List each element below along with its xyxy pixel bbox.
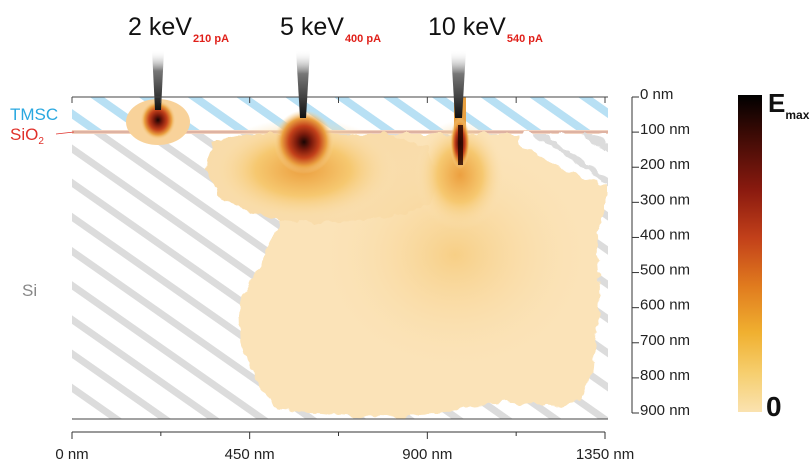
depth-tick-label: 700 nm: [640, 332, 690, 349]
volume-10kev-plume: [415, 120, 505, 230]
depth-tick-label: 800 nm: [640, 367, 690, 384]
si-label: Si: [22, 281, 37, 300]
colorbar-min-label: 0: [766, 391, 782, 422]
beam-energy: 10 keV: [428, 13, 506, 41]
depth-axis: 0 nm 100 nm 200 nm 300 nm 400 nm 500 nm 600 nm…: [631, 86, 690, 419]
sio2-leader-line: [55, 131, 75, 135]
lateral-tick-label: 900 nm: [402, 446, 452, 463]
depth-tick-label: 500 nm: [640, 262, 690, 279]
depth-tick-label: 400 nm: [640, 226, 690, 243]
svg-text:10 keV540 pA: 10 keV540 pA: [428, 13, 543, 45]
svg-text:2 keV210 pA: 2 keV210 pA: [128, 13, 229, 45]
interaction-volumes: [205, 97, 606, 417]
lateral-tick-label: 1350 nm: [576, 446, 634, 463]
lateral-tick-label: 0 nm: [55, 446, 88, 463]
colorbar-max-label: Emax: [768, 88, 810, 122]
column-10kev-dark: [458, 125, 463, 165]
colorbar: [738, 95, 762, 412]
beam-label-2kev: 2 keV210 pA: [128, 13, 229, 45]
beam-label-10kev: 10 keV540 pA: [428, 13, 543, 45]
colorbar-max-sub: max: [785, 108, 809, 122]
beam-energy: 5 keV: [280, 13, 344, 41]
lateral-tick-label: 450 nm: [225, 446, 275, 463]
depth-tick-label: 600 nm: [640, 297, 690, 314]
beam-5kev: [296, 50, 310, 118]
top-ticks: [71, 97, 606, 103]
colorbar-max-main: E: [768, 88, 785, 118]
depth-tick-label: 900 nm: [640, 402, 690, 419]
core-2kev: [140, 100, 176, 140]
beam-2kev: [152, 50, 164, 110]
depth-tick-label: 0 nm: [640, 86, 673, 103]
beam-10kev: [451, 50, 466, 118]
depth-tick-label: 100 nm: [640, 121, 690, 138]
beam-label-5kev: 5 keV400 pA: [280, 13, 381, 45]
depth-tick-label: 200 nm: [640, 156, 690, 173]
sio2-label-main: SiO: [10, 125, 38, 144]
volume-10kev-notch: [520, 134, 606, 186]
beam-current: 400 pA: [345, 33, 381, 45]
beam-current: 210 pA: [193, 33, 229, 45]
beam-energy: 2 keV: [128, 13, 192, 41]
core-5kev: [274, 110, 334, 174]
sio2-label-sub: 2: [38, 136, 44, 147]
beam-current: 540 pA: [507, 33, 543, 45]
tmsc-label: TMSC: [10, 105, 58, 124]
depth-tick-label: 300 nm: [640, 191, 690, 208]
sio2-label: SiO2: [10, 125, 44, 147]
lateral-axis: 0 nm 450 nm 900 nm 1350 nm: [55, 431, 634, 463]
svg-text:5 keV400 pA: 5 keV400 pA: [280, 13, 381, 45]
